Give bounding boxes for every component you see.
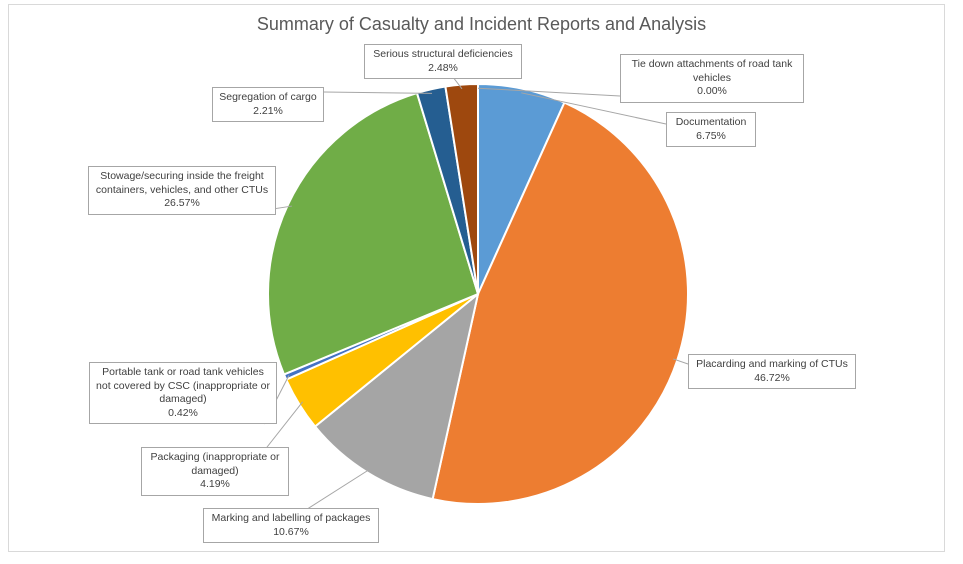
leader-line-documentation <box>521 92 667 125</box>
label-documentation: Documentation 6.75% <box>666 112 756 147</box>
leader-line-segregation-of-cargo <box>323 91 433 94</box>
leader-line-tie-down-attachments-of-road-t <box>477 87 621 97</box>
label-placarding: Placarding and marking of CTUs 46.72% <box>688 354 856 389</box>
label-segregation: Segregation of cargo 2.21% <box>212 87 324 122</box>
label-stowage: Stowage/securing inside the freight cont… <box>88 166 276 215</box>
leader-line-placarding-and-marking-of-ctus <box>673 358 689 365</box>
label-structural: Serious structural deficiencies 2.48% <box>364 44 522 79</box>
label-tie-down: Tie down attachments of road tank vehicl… <box>620 54 804 103</box>
label-packaging: Packaging (inappropriate or damaged) 4.19… <box>141 447 289 496</box>
leader-line-packaging-inappropriate-or-dam <box>259 401 304 457</box>
pie-slice-stowage-securing-inside-the-freight-cont <box>267 91 480 376</box>
label-marking-labelling: Marking and labelling of packages 10.67% <box>203 508 379 543</box>
pie-slice-marking-and-labelling-of-packages <box>313 291 480 501</box>
pie-slice-serious-structural-deficiencies <box>444 82 479 295</box>
chart-title: Summary of Casualty and Incident Reports… <box>256 14 707 34</box>
label-portable-tank: Portable tank or road tank vehicles not … <box>89 362 277 424</box>
